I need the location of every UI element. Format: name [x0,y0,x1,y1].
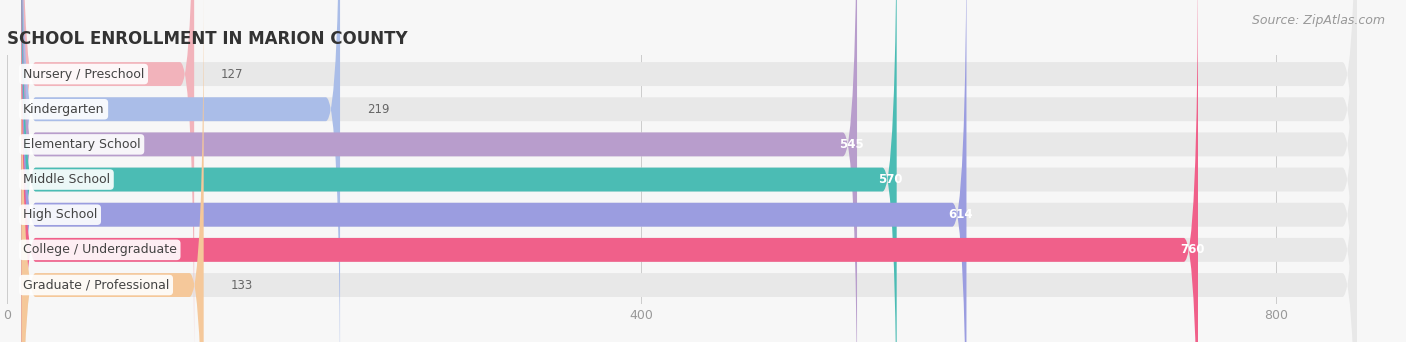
FancyBboxPatch shape [21,0,858,342]
Text: Graduate / Professional: Graduate / Professional [22,278,169,291]
FancyBboxPatch shape [21,0,194,342]
FancyBboxPatch shape [21,0,1357,342]
FancyBboxPatch shape [21,0,340,342]
Text: Elementary School: Elementary School [22,138,141,151]
Text: Source: ZipAtlas.com: Source: ZipAtlas.com [1251,14,1385,27]
Text: High School: High School [22,208,97,221]
Text: 570: 570 [879,173,903,186]
Text: 614: 614 [948,208,973,221]
FancyBboxPatch shape [21,0,1357,342]
FancyBboxPatch shape [21,0,204,342]
FancyBboxPatch shape [21,0,1198,342]
FancyBboxPatch shape [21,0,1357,342]
FancyBboxPatch shape [21,0,1357,342]
Text: 760: 760 [1180,244,1205,256]
Text: Nursery / Preschool: Nursery / Preschool [22,68,145,81]
Text: 133: 133 [231,278,253,291]
Text: 219: 219 [367,103,389,116]
FancyBboxPatch shape [21,0,966,342]
FancyBboxPatch shape [21,0,1357,342]
Text: Middle School: Middle School [22,173,110,186]
FancyBboxPatch shape [21,0,1357,342]
Text: 545: 545 [838,138,863,151]
Text: 127: 127 [221,68,243,81]
FancyBboxPatch shape [21,0,1357,342]
Text: Kindergarten: Kindergarten [22,103,104,116]
Text: SCHOOL ENROLLMENT IN MARION COUNTY: SCHOOL ENROLLMENT IN MARION COUNTY [7,30,408,48]
FancyBboxPatch shape [21,0,897,342]
Text: College / Undergraduate: College / Undergraduate [22,244,177,256]
